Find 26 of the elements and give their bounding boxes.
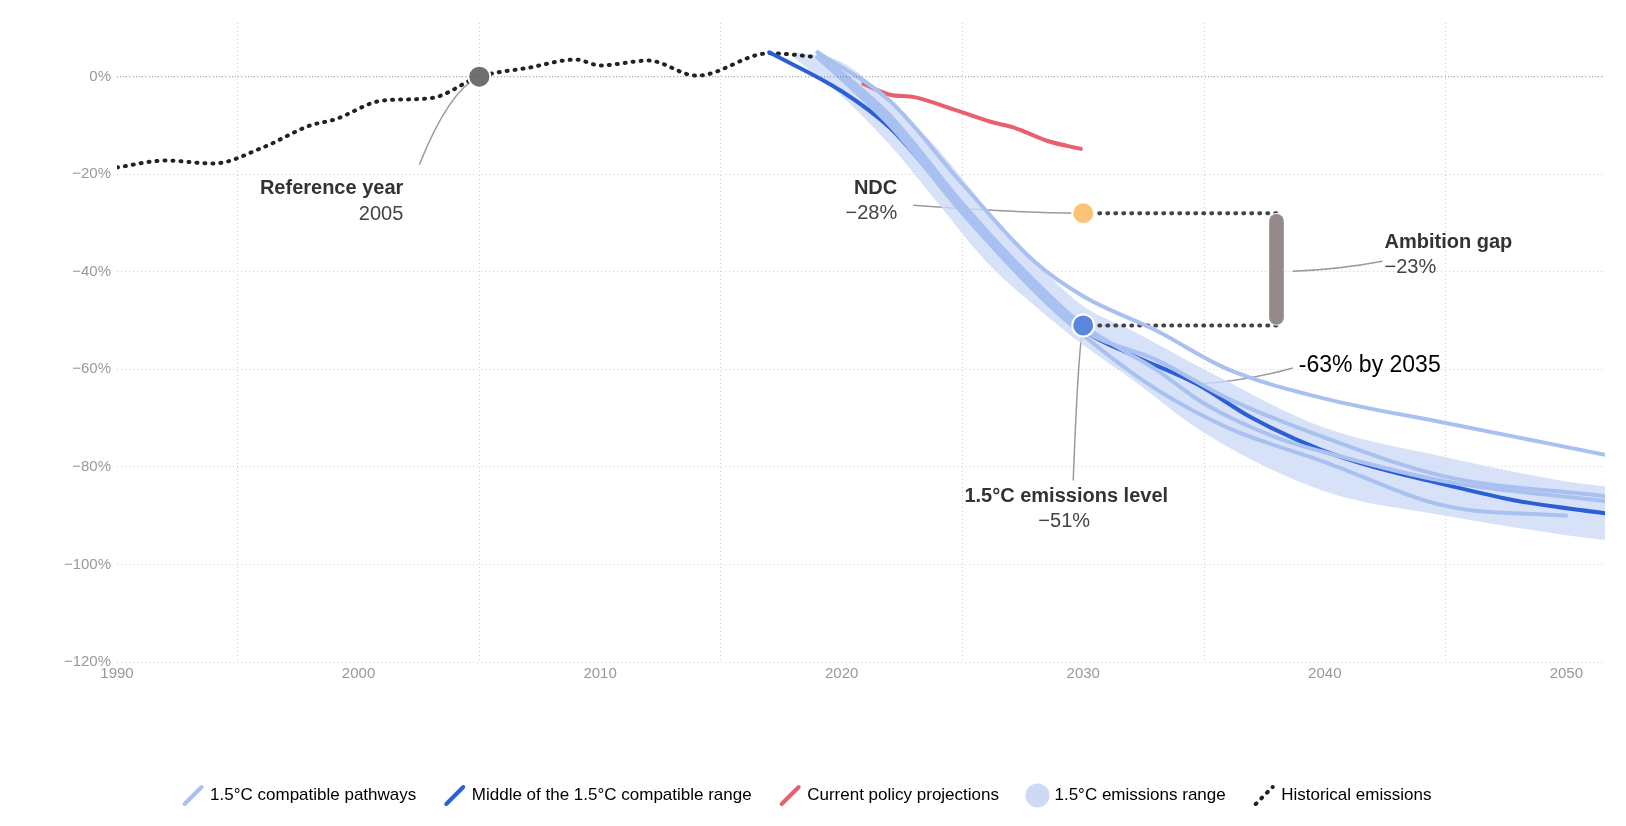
y-tick-label: −80%: [72, 457, 111, 475]
annotation: Ambition gap: [1384, 229, 1513, 252]
y-tick-label: −60%: [72, 359, 111, 377]
y-tick-label: −20%: [72, 164, 111, 182]
legend-label: 1.5°C emissions range: [1054, 785, 1226, 805]
x-tick-label: 2040: [1308, 664, 1342, 682]
x-tick-label: 2000: [341, 664, 376, 682]
legend-label: Historical emissions: [1281, 785, 1432, 805]
y-tick-label: 0%: [89, 66, 111, 84]
annotation: −51%: [1038, 508, 1091, 531]
annotation: Reference year: [259, 176, 404, 199]
annotation: -63% by 2035: [1298, 351, 1441, 378]
annotation: 2005: [358, 202, 404, 225]
x-tick-label: 2010: [583, 664, 617, 682]
legend-label: Current policy projections: [807, 785, 999, 805]
annotation: −28%: [845, 200, 898, 223]
legend-label: 1.5°C compatible pathways: [210, 785, 417, 805]
y-tick-label: −100%: [63, 554, 111, 572]
annotation: −23%: [1384, 254, 1437, 277]
x-tick-label: 2050: [1549, 664, 1584, 682]
annotation: 1.5°C emissions level: [964, 483, 1169, 506]
x-tick-label: 2030: [1066, 664, 1100, 682]
annotation: NDC: [853, 175, 898, 198]
y-tick-label: −40%: [72, 261, 111, 279]
x-tick-label: 2020: [824, 664, 859, 682]
legend-label: Middle of the 1.5°C compatible range: [471, 785, 752, 805]
